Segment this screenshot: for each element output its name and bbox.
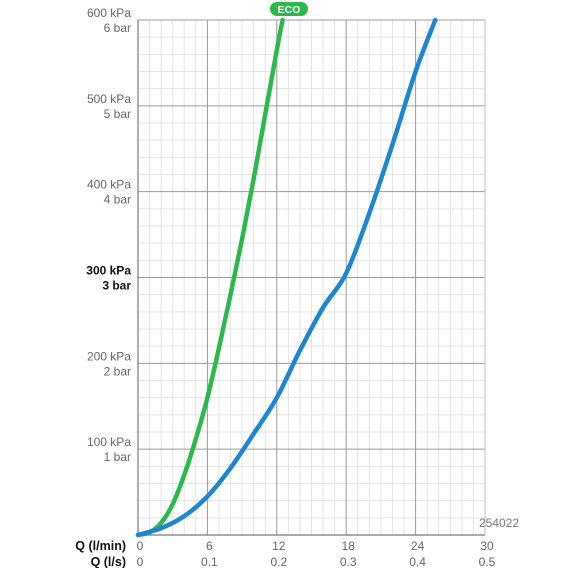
- eco-badge-pill: [270, 2, 308, 16]
- y-tick-label-bar: 1 bar: [104, 450, 131, 464]
- x-tick-label-ls: 0.4: [409, 555, 426, 568]
- y-tick-label-kpa: 300 kPa: [86, 264, 131, 278]
- series-layer: [135, 17, 438, 538]
- x-tick-label-lmin: 18: [342, 539, 356, 553]
- product-code: 254022: [479, 516, 519, 530]
- eco-series-line: [135, 17, 285, 538]
- y-tick-label-bar: 2 bar: [104, 364, 131, 378]
- x-axis-title-lmin: Q (l/min): [75, 539, 126, 553]
- y-tick-label-bar: 3 bar: [102, 279, 131, 293]
- y-tick-label-bar: 6 bar: [104, 21, 131, 35]
- major-gridlines: [138, 19, 485, 535]
- y-tick-label-kpa: 200 kPa: [87, 349, 131, 363]
- x-axis-tick-labels: Q (l/min) Q (l/s) 0 0 6 0.1 12 0.2 18 0.3 24 0.4 30 0…: [75, 539, 495, 568]
- x-tick-label-ls: 0.3: [340, 555, 357, 568]
- x-tick-label-ls: 0.1: [201, 555, 218, 568]
- y-tick-label-kpa: 500 kPa: [87, 92, 131, 106]
- x-tick-label-lmin: 6: [206, 539, 213, 553]
- x-tick-label-lmin: 0: [137, 539, 144, 553]
- x-axis-title-ls: Q (l/s): [91, 555, 126, 568]
- y-tick-label-kpa: 100 kPa: [87, 435, 131, 449]
- x-tick-label-ls: 0.2: [270, 555, 287, 568]
- y-tick-label-bar: 5 bar: [104, 107, 131, 121]
- x-tick-label-ls: 0: [137, 555, 144, 568]
- x-tick-label-lmin: 24: [411, 539, 425, 553]
- plot-frame: [137, 20, 486, 536]
- y-tick-label-kpa: 600 kPa: [87, 6, 131, 20]
- standard-series-line: [135, 17, 438, 538]
- y-tick-label-kpa: 400 kPa: [87, 178, 131, 192]
- eco-badge: ECO: [270, 2, 308, 16]
- y-tick-label-bar: 4 bar: [104, 193, 131, 207]
- x-tick-label-ls: 0.5: [479, 555, 496, 568]
- x-tick-label-lmin: 30: [480, 539, 494, 553]
- x-tick-label-lmin: 12: [272, 539, 286, 553]
- eco-badge-label: ECO: [278, 4, 301, 16]
